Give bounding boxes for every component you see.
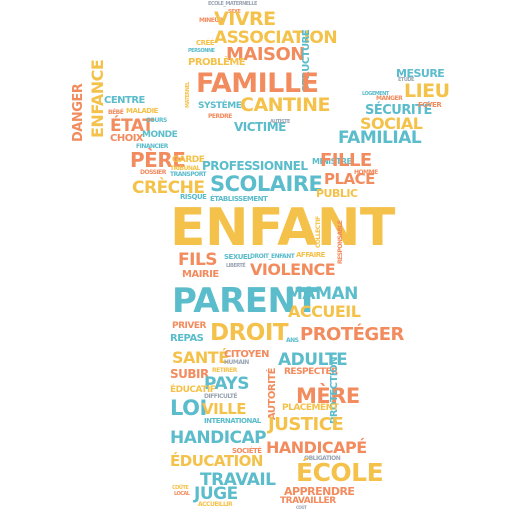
- word: ENFANT: [170, 198, 395, 258]
- word: MONDE: [142, 130, 178, 140]
- word: MESURE: [396, 67, 445, 80]
- word: ACCUEILLIR: [198, 501, 233, 508]
- word: JUGE: [194, 484, 238, 504]
- word: VICTIME: [234, 120, 286, 134]
- word: DROIT_ENFANT: [250, 253, 295, 260]
- word: CRÈCHE: [132, 178, 205, 198]
- word: SOCIÉTÉ: [232, 447, 262, 455]
- word: MAISON: [226, 44, 305, 65]
- word: MALADIE: [126, 107, 158, 115]
- word: LOI: [170, 396, 207, 420]
- word: VIOLENCE: [250, 260, 336, 279]
- word: COLLECTIF: [315, 216, 322, 248]
- word: PUBLIC: [316, 187, 358, 200]
- word: ECOLE_MATERNELLE: [208, 1, 257, 7]
- word: TRAVAILLER: [280, 496, 336, 506]
- word: ÉDUCATIF: [170, 385, 216, 395]
- word: ÉTUDE: [398, 77, 414, 83]
- word: DANGER: [71, 83, 86, 142]
- word: ACCUEIL: [288, 302, 361, 321]
- word: LOCAL: [174, 491, 190, 497]
- word: ÉDUCATION: [170, 452, 263, 470]
- word: PROFESSIONNEL: [202, 159, 308, 173]
- word: COÛT: [296, 505, 307, 510]
- word: SEXE: [228, 9, 241, 15]
- word: BÉBÉ: [108, 109, 124, 116]
- word: SUBIR: [170, 367, 209, 381]
- word: TRAVAIL: [200, 470, 276, 490]
- word: HANDICAPÉ: [266, 438, 367, 457]
- word: VILLE: [202, 400, 247, 418]
- word: FAMILLE: [196, 68, 319, 99]
- word: LOGEMENT: [362, 91, 389, 97]
- word: FINANCIER: [136, 143, 168, 150]
- word: PROBLÈME: [188, 57, 246, 68]
- word: MANGER: [376, 95, 403, 102]
- word: PLACE: [324, 170, 375, 188]
- word: MATERNEL: [185, 82, 191, 108]
- word: PARENT: [172, 281, 319, 321]
- word: CRÉÉ: [196, 39, 215, 47]
- word: PROTÉGER: [300, 324, 404, 345]
- word: RESPONSABLE: [337, 220, 344, 264]
- word: ASSOCIATION: [214, 28, 338, 48]
- word: AFFAIRE: [296, 251, 325, 259]
- word: HOMME: [354, 169, 378, 176]
- word: COURS: [146, 117, 167, 124]
- word: DIFFICULTÉ: [204, 393, 237, 400]
- word: CENTRE: [104, 95, 145, 106]
- word: HUMAIN: [224, 359, 249, 366]
- word: RESPECTER: [284, 367, 338, 377]
- word: SÉCURITÉ: [365, 103, 432, 118]
- word: APPRENDRE: [284, 485, 355, 498]
- word: HANDICAP: [170, 428, 267, 448]
- word: AUTORITÉ: [267, 368, 278, 420]
- word: MINEUR: [199, 17, 223, 24]
- word: SEXUEL: [224, 253, 252, 261]
- word: SYSTÈME: [198, 101, 242, 111]
- word: SANTÉ: [172, 348, 229, 367]
- word: COÛTE: [172, 485, 189, 491]
- word: FAMILIAL: [338, 128, 422, 148]
- word: AUTISTE: [270, 119, 290, 125]
- word: TRIBUNAL: [170, 165, 200, 172]
- word: PERDRE: [208, 113, 232, 120]
- word: PERSONNE: [188, 48, 215, 54]
- word: PÈRE: [130, 148, 186, 172]
- word: ADULTE: [278, 350, 348, 370]
- word: INTERNATIONAL: [204, 417, 261, 425]
- word: ÉCOLE: [296, 458, 384, 487]
- word: RISQUE: [180, 193, 207, 201]
- word: FILS: [178, 250, 218, 270]
- word: PAYS: [204, 374, 249, 394]
- word: SOCIAL: [360, 114, 423, 133]
- word: DROIT: [210, 320, 289, 346]
- word: CITOYEN: [224, 349, 269, 360]
- word: ANS: [286, 337, 299, 344]
- word: CANTINE: [240, 94, 330, 116]
- word: DOSSIER: [140, 169, 166, 176]
- word: TRANSPORT: [170, 171, 207, 178]
- word: FILLE: [320, 150, 372, 171]
- word: JUSTICE: [268, 414, 344, 435]
- word: REPAS: [170, 333, 204, 344]
- word: MINISTRE: [312, 157, 352, 166]
- word: GARDE: [172, 155, 205, 165]
- word: ÉTAT: [110, 116, 154, 136]
- word: RETIRER: [212, 367, 237, 374]
- word: VIVRE: [214, 8, 276, 30]
- word: MAMAN: [286, 284, 358, 304]
- word: CHOIX: [110, 133, 144, 144]
- word: ÉTABLISSEMENT: [210, 195, 268, 203]
- word: LIEU: [404, 80, 450, 102]
- word: PRIVER: [172, 321, 206, 331]
- word: OBLIGATION: [304, 455, 341, 462]
- word: MAIRIE: [182, 269, 219, 280]
- word: PLACEMENT: [282, 403, 339, 413]
- word: SCOLAIRE: [210, 172, 323, 196]
- word: FOYER: [418, 101, 442, 109]
- word: MÈRE: [296, 384, 360, 408]
- word: LIBERTÉ: [226, 263, 246, 269]
